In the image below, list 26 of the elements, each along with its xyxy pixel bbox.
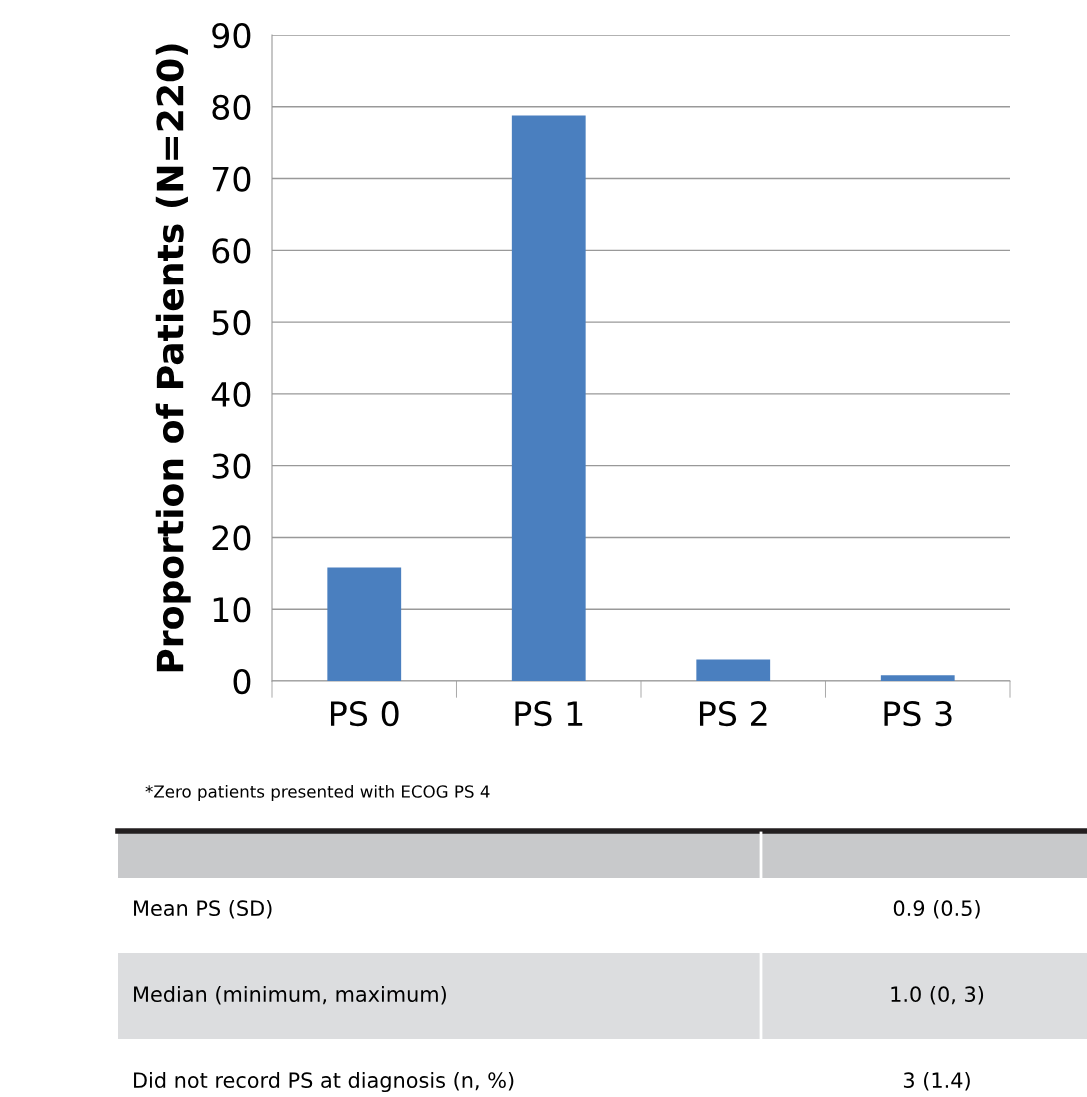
y-tick-label: 0 [233, 668, 251, 695]
text: Mean PS (SD) [134, 899, 272, 919]
y-tick-label: 40 [211, 381, 251, 408]
y-axis-title: Proportion of Patients (N=220) [155, 44, 191, 672]
y-tick-label: 50 [212, 310, 251, 336]
x-tick-label: PS 1 [515, 701, 583, 727]
y-tick-label: 70 [212, 166, 251, 192]
text: 3 (1.4) [903, 1071, 970, 1091]
y-tick-label: 30 [212, 453, 251, 479]
y-tick-label: 90 [212, 22, 251, 49]
y-tick-label: 10 [213, 597, 251, 623]
bar [511, 115, 586, 681]
text: 0.9 (0.5) [893, 899, 980, 919]
x-tick-label: PS 3 [884, 701, 952, 727]
text: *Zero patients presented with ECOG PS 4 [145, 784, 490, 802]
y-tick-label: 20 [212, 525, 251, 551]
text: 1.0 (0, 3) [891, 985, 984, 1005]
x-tick-label: PS 0 [330, 701, 399, 727]
bar [696, 659, 771, 681]
y-tick-label: 60 [212, 238, 251, 264]
text: Median (minimum, maximum) [134, 985, 446, 1005]
y-tick-label: 80 [212, 94, 251, 120]
bar [880, 675, 955, 681]
bar [327, 567, 402, 681]
text: Did not record PS at diagnosis (n, %) [134, 1071, 514, 1093]
x-tick-label: PS 2 [699, 701, 767, 727]
